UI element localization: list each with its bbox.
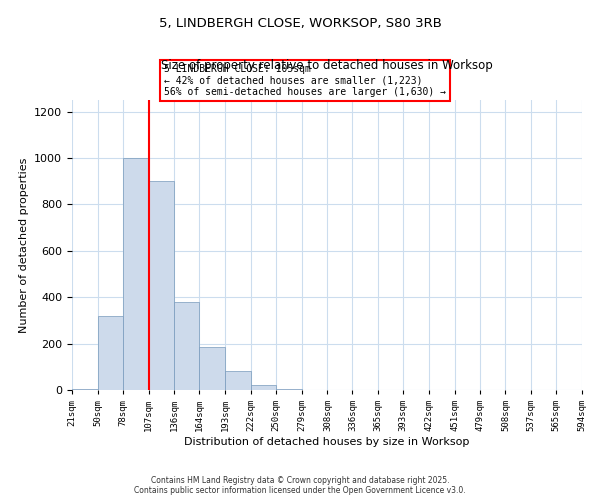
X-axis label: Distribution of detached houses by size in Worksop: Distribution of detached houses by size … <box>184 437 470 447</box>
Bar <box>98 316 123 390</box>
Bar <box>251 386 276 390</box>
Text: 5 LINDBERGH CLOSE: 105sqm
← 42% of detached houses are smaller (1,223)
56% of se: 5 LINDBERGH CLOSE: 105sqm ← 42% of detac… <box>164 64 446 97</box>
Bar <box>225 372 251 390</box>
Title: Size of property relative to detached houses in Worksop: Size of property relative to detached ho… <box>161 60 493 72</box>
Text: 5, LINDBERGH CLOSE, WORKSOP, S80 3RB: 5, LINDBERGH CLOSE, WORKSOP, S80 3RB <box>158 18 442 30</box>
Bar <box>175 302 199 390</box>
Bar <box>199 347 225 390</box>
Bar <box>72 389 98 390</box>
Bar <box>149 181 175 390</box>
Text: Contains HM Land Registry data © Crown copyright and database right 2025.
Contai: Contains HM Land Registry data © Crown c… <box>134 476 466 495</box>
Y-axis label: Number of detached properties: Number of detached properties <box>19 158 29 332</box>
Bar <box>123 158 149 390</box>
